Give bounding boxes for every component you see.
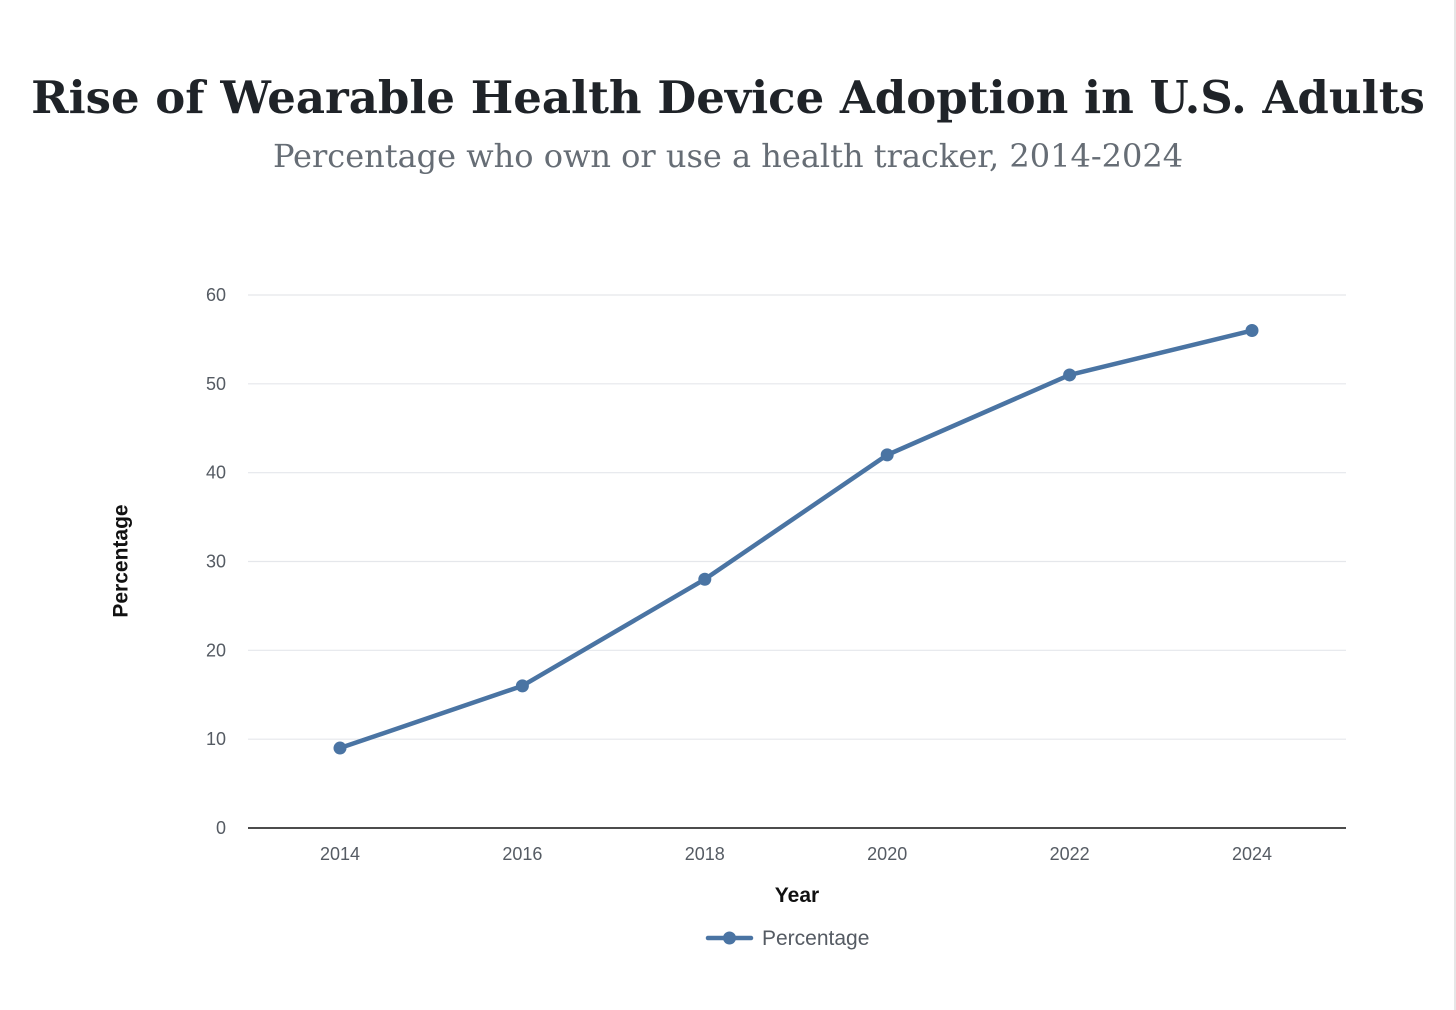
data-point[interactable] bbox=[880, 448, 894, 462]
legend-marker-swatch bbox=[723, 931, 736, 945]
data-point[interactable] bbox=[1245, 324, 1259, 338]
y-tick-label: 50 bbox=[206, 374, 226, 394]
image-border bbox=[1454, 0, 1456, 1010]
x-tick-label: 2022 bbox=[1050, 844, 1090, 864]
data-series bbox=[333, 324, 1259, 755]
legend-label: Percentage bbox=[762, 927, 869, 950]
chart-title: Rise of Wearable Health Device Adoption … bbox=[31, 71, 1425, 124]
y-tick-label: 40 bbox=[206, 463, 226, 483]
y-axis-ticks: 0 10 20 30 40 50 60 bbox=[206, 285, 226, 838]
y-tick-label: 10 bbox=[206, 729, 226, 749]
y-tick-label: 30 bbox=[206, 552, 226, 572]
x-axis-ticks: 2014 2016 2018 2020 2022 2024 bbox=[320, 844, 1272, 864]
y-axis-title: Percentage bbox=[110, 504, 133, 617]
data-point[interactable] bbox=[698, 572, 712, 586]
legend[interactable]: Percentage bbox=[705, 927, 869, 950]
gridlines bbox=[248, 294, 1346, 740]
y-tick-label: 0 bbox=[216, 818, 226, 838]
x-tick-label: 2024 bbox=[1232, 844, 1272, 864]
chart-subtitle: Percentage who own or use a health track… bbox=[272, 137, 1184, 175]
series-line bbox=[337, 328, 1255, 751]
x-tick-label: 2016 bbox=[502, 844, 542, 864]
data-point[interactable] bbox=[333, 741, 347, 755]
x-axis-title: Year bbox=[775, 884, 819, 907]
y-tick-label: 20 bbox=[206, 640, 226, 660]
x-tick-label: 2020 bbox=[867, 844, 907, 864]
x-tick-label: 2018 bbox=[685, 844, 725, 864]
x-tick-label: 2014 bbox=[320, 844, 360, 864]
data-point[interactable] bbox=[515, 679, 529, 693]
y-tick-label: 60 bbox=[206, 285, 226, 305]
data-point[interactable] bbox=[1063, 368, 1077, 382]
